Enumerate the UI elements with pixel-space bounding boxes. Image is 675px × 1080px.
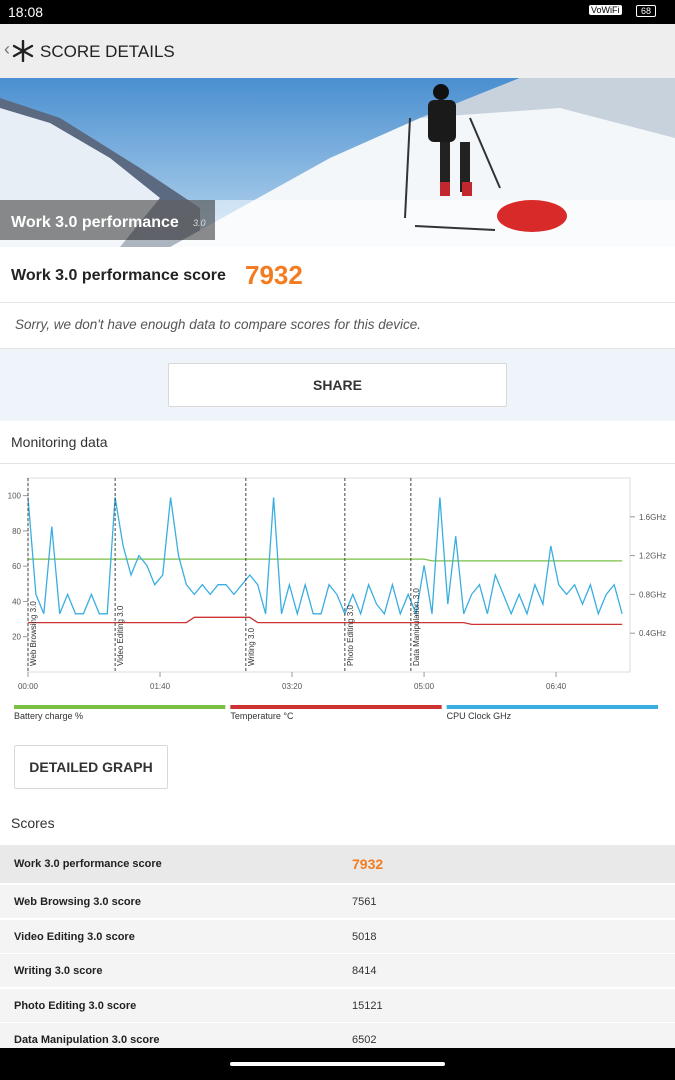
score-name: Photo Editing 3.0 score: [14, 999, 137, 1012]
legend-label: CPU Clock GHz: [447, 711, 512, 721]
y2-tick-label: 0.8GHz: [639, 590, 666, 599]
status-bar: 18:08 VoWiFi 68: [0, 0, 675, 24]
series-line: [27, 497, 623, 617]
network: VoWiFi: [589, 5, 622, 15]
y-tick-label: 20: [12, 633, 21, 642]
score-label: Work 3.0 performance score: [11, 267, 226, 284]
score-value: 6502: [352, 1033, 377, 1046]
notice-text: Sorry, we don't have enough data to comp…: [15, 317, 422, 332]
score-row: Work 3.0 performance score 7932: [0, 845, 675, 883]
score-name: Work 3.0 performance score: [14, 858, 162, 870]
series-line: [28, 616, 623, 626]
share-section: SHARE: [0, 349, 675, 421]
legend-swatch: [446, 705, 658, 709]
score-value: 7932: [245, 260, 303, 290]
y-tick-label: 40: [12, 597, 21, 606]
y-tick-label: 80: [12, 527, 21, 536]
x-tick-label: 00:00: [18, 682, 39, 691]
score-name: Writing 3.0 score: [14, 964, 103, 977]
monitoring-title: Monitoring data: [11, 434, 108, 450]
nav-bar: [0, 1048, 675, 1080]
y2-tick-label: 1.6GHz: [639, 513, 666, 522]
score-row: Work 3.0 performance score 7932: [0, 247, 675, 303]
score-row: Web Browsing 3.0 score 7561: [0, 885, 675, 918]
app-header: ‹ SCORE DETAILS: [0, 24, 675, 78]
y-tick-label: 60: [12, 562, 21, 571]
scores-title: Scores: [11, 815, 55, 831]
legend-label: Temperature °C: [230, 711, 294, 721]
legend-label: Battery charge %: [14, 711, 83, 721]
score-name: Data Manipulation 3.0 score: [14, 1033, 160, 1046]
section-label: Photo Editing 3.0: [346, 605, 355, 666]
section-label: Writing 3.0: [247, 627, 256, 666]
logo: [12, 40, 34, 62]
legend-swatch: [14, 705, 226, 709]
back-button[interactable]: ‹: [4, 39, 10, 59]
home-indicator: [230, 1062, 445, 1066]
clock: 18:08: [8, 4, 44, 20]
x-tick-label: 03:20: [282, 682, 303, 691]
y2-tick-label: 0.4GHz: [639, 629, 666, 638]
x-tick-label: 05:00: [414, 682, 435, 691]
banner-title: Work 3.0 performance: [11, 214, 179, 231]
score-name: Web Browsing 3.0 score: [14, 895, 141, 908]
battery: 68: [636, 5, 657, 17]
section-label: Data Manipulation 3.0: [412, 588, 421, 666]
section-label: Web Browsing 3.0: [29, 601, 38, 666]
share-button[interactable]: SHARE: [168, 363, 507, 407]
section-label: Video Editing 3.0: [116, 605, 125, 666]
banner-image: [0, 78, 675, 247]
score-name: Video Editing 3.0 score: [14, 930, 135, 943]
score-row: Photo Editing 3.0 score 15121: [0, 989, 675, 1022]
score-value: 15121: [352, 999, 383, 1012]
banner: Work 3.0 performance 3.0: [0, 78, 675, 247]
score-row: Video Editing 3.0 score 5018: [0, 920, 675, 953]
score-value: 7561: [352, 895, 377, 908]
legend-swatch: [230, 705, 442, 709]
series-line: [28, 558, 623, 562]
score-value: 5018: [352, 930, 377, 943]
y-tick-label: 100: [8, 492, 22, 501]
x-tick-label: 01:40: [150, 682, 171, 691]
score-value: 8414: [352, 964, 377, 977]
detailed-graph-button[interactable]: DETAILED GRAPH: [14, 745, 168, 789]
monitoring-header: Monitoring data: [0, 421, 675, 464]
score-value: 7932: [352, 856, 384, 872]
score-row: Writing 3.0 score 8414: [0, 954, 675, 987]
banner-version: 3.0: [193, 218, 206, 228]
y2-tick-label: 1.2GHz: [639, 552, 666, 561]
monitoring-chart: 20 40 60 80 100 0.4GHz 0.8GHz 1.2GHz 1.6GHz 00:00…: [8, 477, 666, 721]
x-tick-label: 06:40: [546, 682, 567, 691]
page-title: SCORE DETAILS: [40, 42, 175, 61]
notice: Sorry, we don't have enough data to comp…: [0, 303, 675, 349]
